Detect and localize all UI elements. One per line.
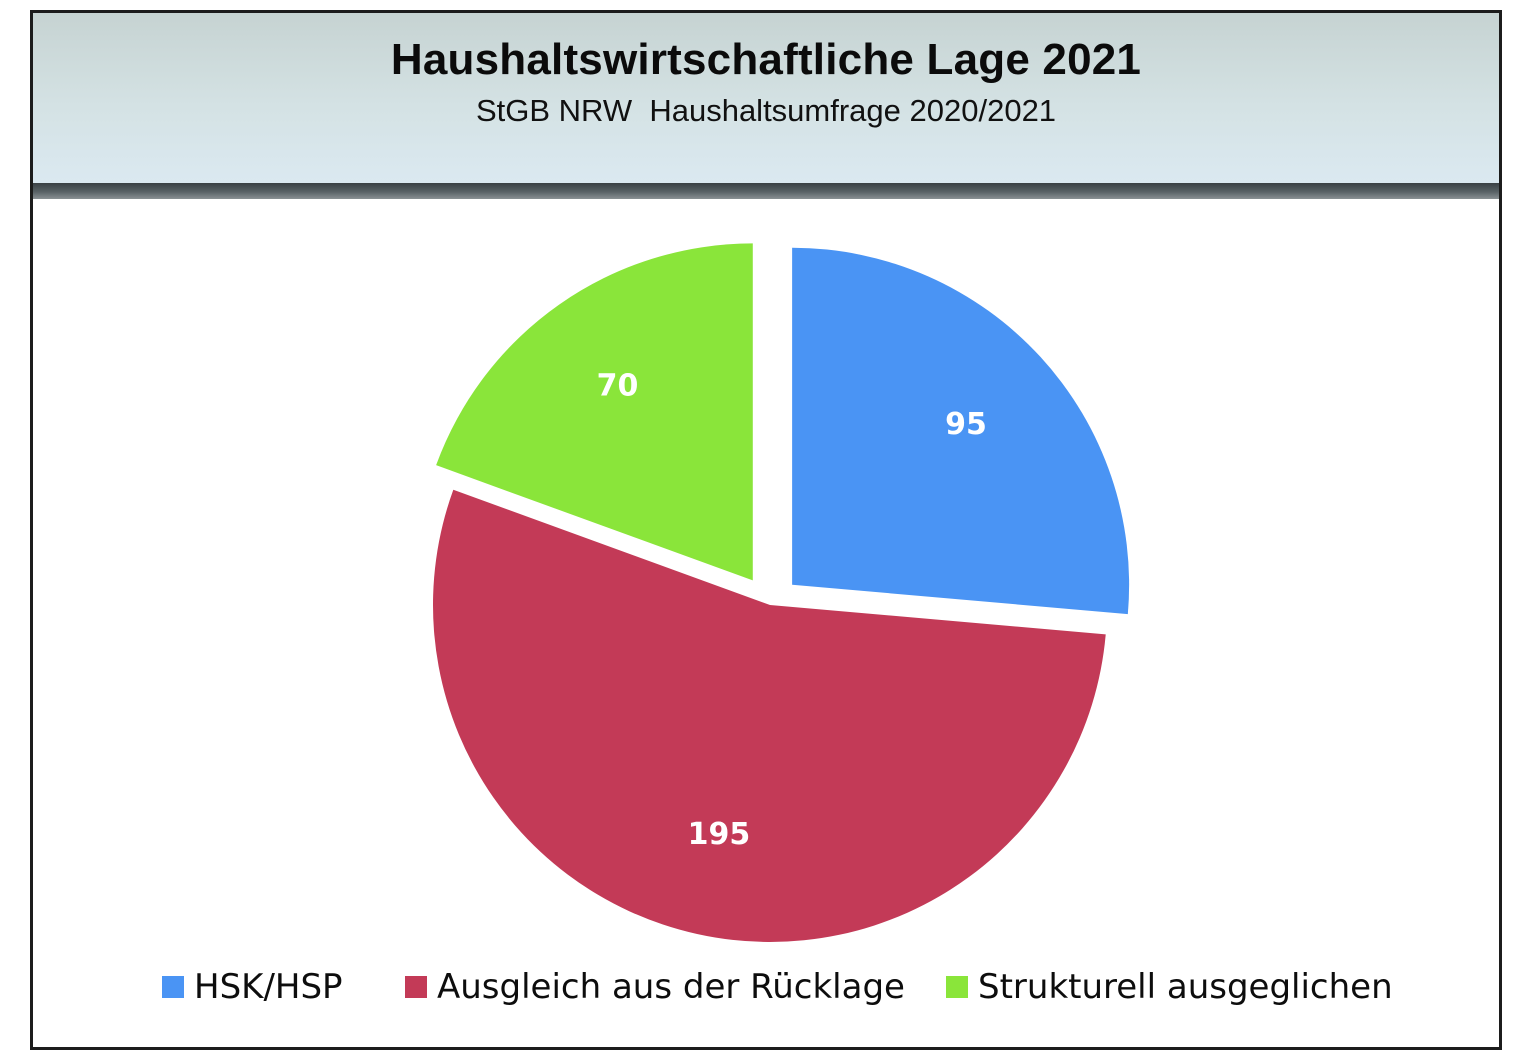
chart-subtitle: StGB NRW Haushaltsumfrage 2020/2021 [475,93,1057,128]
data-label-ruecklage: 195 [688,817,751,852]
data-label-hsk: 95 [945,407,987,442]
legend-item-strukturell: Strukturell ausgeglichen [946,962,1393,1012]
title-banner: Haushaltswirtschaftliche Lage 2021 StGB … [33,13,1499,183]
legend-label-strukturell: Strukturell ausgeglichen [978,967,1393,1007]
legend-item-hsk: HSK/HSP [162,962,343,1012]
legend-swatch-ruecklage [405,976,427,998]
legend-label-ruecklage: Ausgleich aus der Rücklage [437,967,905,1007]
banner-shadow [33,183,1499,199]
chart-title: Haushaltswirtschaftliche Lage 2021 [390,35,1142,84]
legend-label-hsk: HSK/HSP [194,967,343,1007]
legend-item-ruecklage: Ausgleich aus der Rücklage [405,962,905,1012]
pie-slice-strukturell [436,243,753,581]
legend-swatch-hsk [162,976,184,998]
legend-swatch-strukturell [946,976,968,998]
pie-slice-hsk [792,247,1130,615]
data-label-strukturell: 70 [597,369,639,404]
pie-slice-ruecklage [432,489,1106,943]
